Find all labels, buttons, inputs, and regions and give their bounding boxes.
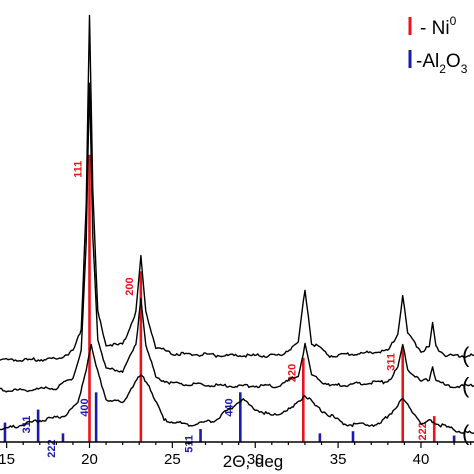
al2o3-miller-label: 400 — [79, 398, 91, 416]
legend-al2o3-sub2: 3 — [461, 62, 468, 76]
curve-label: ( — [462, 343, 470, 368]
x-tick-label: 20 — [81, 451, 98, 468]
legend-al2o3-label: -Al2O3 — [416, 51, 468, 76]
ni-miller-label: 200 — [124, 277, 136, 295]
al2o3-miller-label: 311 — [21, 416, 33, 434]
x-tick-label: 15 — [0, 451, 15, 468]
diffraction-curve — [0, 343, 474, 435]
al2o3-miller-label: 511 — [184, 435, 196, 453]
diffraction-curve — [0, 14, 474, 363]
x-axis-title: 2Θ, deg — [223, 452, 284, 471]
legend-ni-text: - Ni — [420, 18, 450, 39]
x-tick-label: 35 — [330, 451, 347, 468]
curve-label: ( — [462, 373, 470, 398]
ni-miller-label: 111 — [72, 161, 84, 178]
legend: - Ni0 -Al2O3 — [408, 14, 468, 76]
al2o3-miller-label: 222 — [46, 439, 58, 457]
legend-al2o3-sub1: 2 — [439, 62, 446, 76]
curve-label: ( — [462, 420, 470, 445]
legend-ni-sup: 0 — [450, 14, 457, 28]
legend-al2o3-mid: O — [446, 51, 461, 72]
ni-miller-label: 311 — [386, 353, 398, 371]
al2o3-miller-label: 440 — [223, 398, 235, 416]
reference-lines: 220311222400511440111200220311222 — [3, 154, 456, 458]
x-tick-label: 40 — [413, 451, 430, 468]
curve-labels: ( ( ( — [462, 343, 470, 446]
legend-ni-label: - Ni0 — [420, 14, 457, 39]
x-tick-label: 25 — [164, 451, 181, 468]
diffraction-curve — [0, 82, 474, 393]
legend-al2o3-name: -Al — [416, 51, 439, 72]
x-axis: 15 20 25 30 35 40 — [0, 441, 474, 468]
x-tick-label: 30 — [247, 451, 264, 468]
diffraction-curves — [0, 14, 474, 435]
ni-miller-label: 222 — [417, 422, 429, 440]
